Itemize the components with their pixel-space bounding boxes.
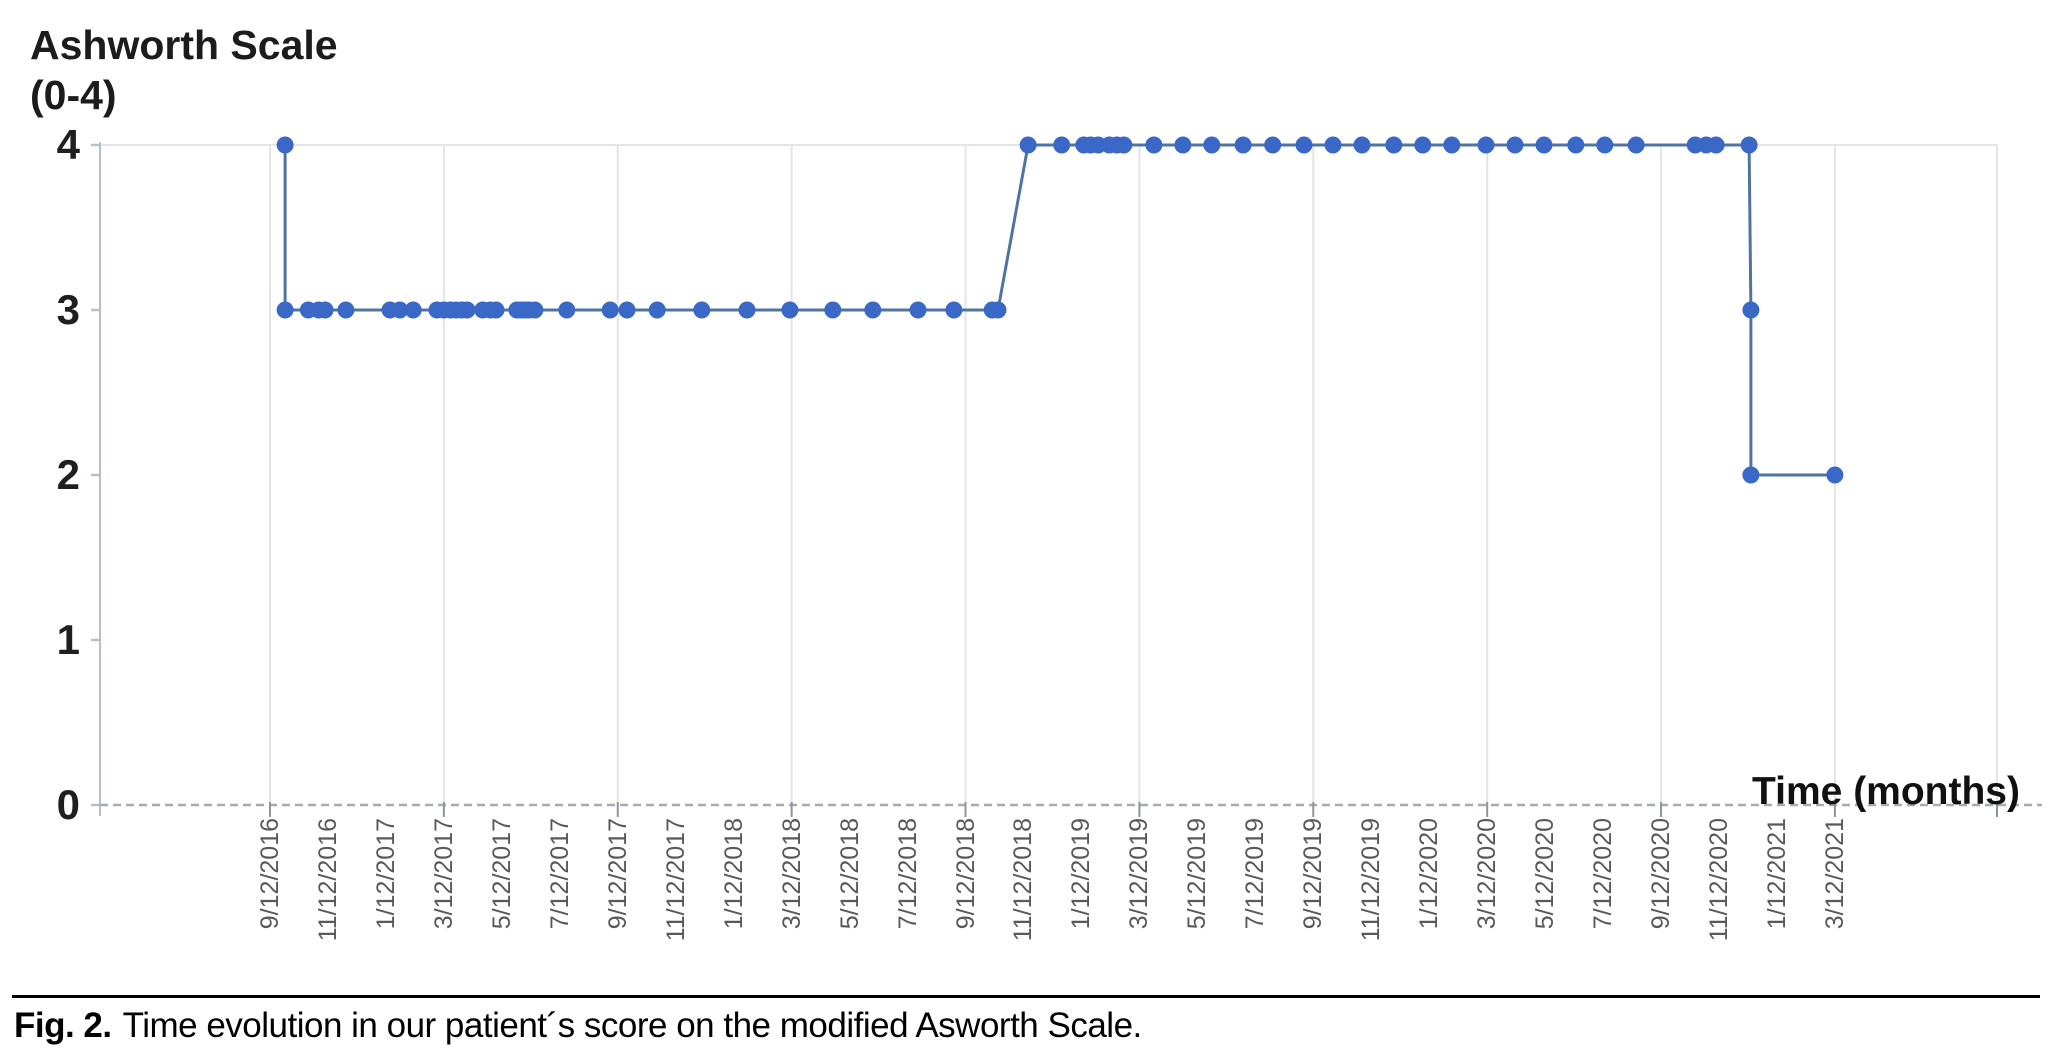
data-point — [1740, 136, 1758, 154]
data-point — [1742, 466, 1760, 484]
data-point — [864, 301, 882, 319]
data-point — [316, 301, 334, 319]
data-point — [1019, 136, 1037, 154]
caption-divider — [12, 995, 2040, 998]
data-point — [1477, 136, 1495, 154]
data-point — [391, 301, 409, 319]
data-point — [1627, 136, 1645, 154]
data-point — [1053, 136, 1071, 154]
data-point — [1414, 136, 1432, 154]
figure-caption-text: Time evolution in our patient´s score on… — [122, 1006, 1143, 1045]
y-axis-title-line2: (0-4) — [30, 72, 117, 118]
data-point — [487, 301, 505, 319]
data-point — [1567, 136, 1585, 154]
data-point — [404, 301, 422, 319]
data-point — [1203, 136, 1221, 154]
y-axis-label: 0 — [56, 781, 80, 828]
data-point — [1353, 136, 1371, 154]
data-point — [1174, 136, 1192, 154]
data-point — [1535, 136, 1553, 154]
data-point — [1324, 136, 1342, 154]
data-point — [945, 301, 963, 319]
data-point — [1506, 136, 1524, 154]
data-point — [1826, 466, 1844, 484]
data-point — [781, 301, 799, 319]
data-point — [738, 301, 756, 319]
data-point — [1264, 136, 1282, 154]
y-axis-title: Ashworth Scale (0-4) — [30, 20, 338, 120]
figure-caption-label: Fig. 2. — [14, 1006, 112, 1045]
data-point — [1385, 136, 1403, 154]
chart-canvas — [91, 136, 2042, 817]
data-point — [909, 301, 927, 319]
data-point — [1742, 301, 1760, 319]
figure-caption: Fig. 2. Time evolution in our patient´s s… — [14, 1006, 1142, 1046]
y-axis-label: 2 — [56, 451, 80, 498]
data-point — [989, 301, 1007, 319]
data-point — [824, 301, 842, 319]
data-point — [458, 301, 476, 319]
data-point — [1234, 136, 1252, 154]
data-point — [601, 301, 619, 319]
data-point — [337, 301, 355, 319]
data-point — [276, 301, 294, 319]
y-axis-label: 3 — [56, 286, 80, 333]
data-point — [1295, 136, 1313, 154]
data-point — [693, 301, 711, 319]
data-point — [648, 301, 666, 319]
y-axis-label: 4 — [56, 121, 80, 168]
y-axis-title-line1: Ashworth Scale — [30, 22, 338, 68]
data-point — [558, 301, 576, 319]
data-point — [1707, 136, 1725, 154]
data-point — [276, 136, 294, 154]
data-point — [1443, 136, 1461, 154]
x-axis-title: Time (months) — [1752, 770, 2020, 813]
data-point — [1115, 136, 1133, 154]
y-axis-label: 1 — [56, 616, 80, 663]
data-point — [618, 301, 636, 319]
data-point — [1145, 136, 1163, 154]
data-point — [526, 301, 544, 319]
data-point — [1596, 136, 1614, 154]
